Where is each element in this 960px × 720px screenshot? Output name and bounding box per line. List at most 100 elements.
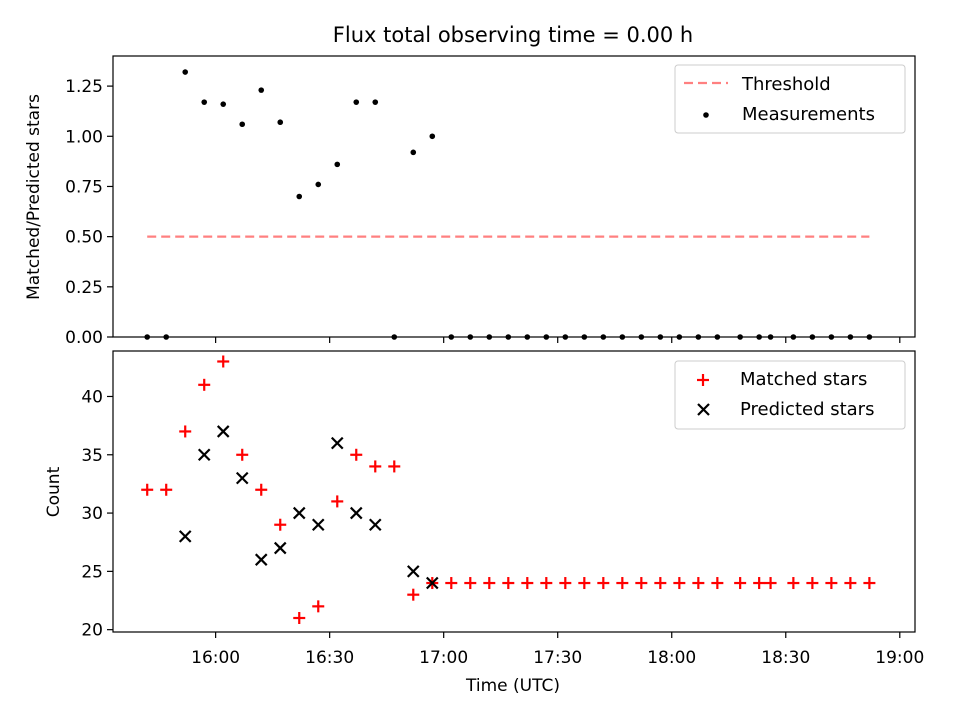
predicted-star-point xyxy=(330,436,344,450)
top-axes-frame xyxy=(112,55,916,338)
x-tick-label: 17:30 xyxy=(533,648,582,668)
bottom-panel: 20 25 30 35 40 16:00 16:30 17:00 17:30 18:00 18:3… xyxy=(44,350,924,696)
matched-star-point xyxy=(521,577,534,590)
top-panel: Flux total observing time = 0.00 h 0.000… xyxy=(24,23,916,348)
bottom-y-axis-label: Count xyxy=(44,466,64,517)
top-y-tick-label: 0.25 xyxy=(65,278,103,298)
measurement-point xyxy=(239,121,246,128)
measurement-point xyxy=(353,99,360,105)
matched-star-point xyxy=(863,577,876,590)
predicted-star-point xyxy=(426,576,439,590)
matched-star-point xyxy=(654,577,667,590)
measurement-point xyxy=(676,334,683,340)
matched-star-point xyxy=(312,600,325,613)
measurement-point xyxy=(296,193,303,200)
top-y-tick-label: 1.00 xyxy=(65,127,103,147)
matched-star-point xyxy=(711,577,724,590)
measurement-point xyxy=(657,334,664,340)
matched-star-point xyxy=(673,577,686,590)
predicted-star-point xyxy=(311,518,325,532)
predicted-star-point xyxy=(273,541,287,555)
bottom-legend-box xyxy=(674,360,906,430)
matched-star-point xyxy=(616,577,629,590)
matched-star-point xyxy=(578,577,591,590)
bottom-y-ticks: 20 25 30 35 40 xyxy=(81,387,113,641)
measurement-point xyxy=(714,334,721,340)
matched-star-point xyxy=(331,495,344,508)
top-y-tick-label: 0.00 xyxy=(65,328,103,348)
matched-star-point xyxy=(141,483,154,496)
top-y-ticks: 0.00 0.25 0.50 0.75 1.00 1.25 xyxy=(65,77,113,348)
predicted-star-point xyxy=(368,518,382,532)
top-legend: Threshold Measurements xyxy=(674,64,906,134)
legend-predicted-marker xyxy=(697,403,710,416)
measurement-point xyxy=(258,87,265,93)
matched-star-point xyxy=(734,577,747,590)
measurement-point xyxy=(790,334,797,340)
measurement-point xyxy=(828,334,835,340)
matched-star-point xyxy=(787,577,800,590)
measurement-point xyxy=(619,334,626,340)
legend-measurements-label: Measurements xyxy=(742,104,875,125)
matched-star-point xyxy=(464,577,477,590)
bottom-legend: Matched stars Predicted stars xyxy=(674,360,906,430)
top-y-tick-label: 1.25 xyxy=(65,77,103,97)
matched-star-point xyxy=(236,448,249,461)
measurement-point xyxy=(543,334,550,340)
matched-star-point xyxy=(255,483,268,496)
matched-star-point xyxy=(806,577,819,590)
predicted-star-point xyxy=(292,506,306,520)
legend-matched-marker xyxy=(697,374,709,386)
x-tick-label: 19:00 xyxy=(875,648,924,668)
matched-star-point xyxy=(388,460,401,473)
measurement-point xyxy=(847,334,854,340)
measurement-point xyxy=(448,334,455,340)
legend-matched-label: Matched stars xyxy=(740,369,867,390)
top-x-ticks xyxy=(215,337,901,343)
predicted-star-point xyxy=(235,471,249,485)
measurement-point xyxy=(315,181,322,188)
matched-star-point xyxy=(597,577,610,590)
matched-star-point xyxy=(502,577,515,590)
measurement-point xyxy=(756,334,762,340)
measurement-points xyxy=(144,69,873,340)
measurement-point xyxy=(562,334,569,340)
matched-star-point xyxy=(369,460,382,473)
measurement-point xyxy=(866,334,873,340)
x-tick-label: 17:00 xyxy=(419,648,468,668)
measurement-point xyxy=(277,119,284,126)
matched-star-point xyxy=(198,378,211,391)
matched-star-point xyxy=(540,577,553,590)
matched-star-point xyxy=(445,577,458,590)
matched-star-point xyxy=(293,612,306,625)
matched-star-point xyxy=(825,577,838,590)
bottom-y-tick-label: 25 xyxy=(81,562,103,582)
x-tick-label: 18:00 xyxy=(647,648,696,668)
top-y-tick-label: 0.50 xyxy=(65,228,103,248)
bottom-axes-frame xyxy=(112,350,916,633)
matched-star-point xyxy=(844,577,857,590)
x-tick-label: 16:30 xyxy=(305,648,354,668)
matched-star-point xyxy=(483,577,496,590)
measurement-point xyxy=(581,334,588,340)
count-points xyxy=(141,355,876,625)
measurement-point xyxy=(737,334,743,340)
matched-star-point xyxy=(217,355,230,368)
matched-star-point xyxy=(764,577,777,590)
predicted-star-point xyxy=(254,553,268,566)
measurement-point xyxy=(144,334,151,340)
bottom-y-tick-label: 30 xyxy=(81,504,103,524)
legend-predicted-label: Predicted stars xyxy=(740,399,874,420)
measurement-point xyxy=(600,334,607,340)
matched-star-point xyxy=(350,448,363,461)
measurement-point xyxy=(182,69,189,75)
predicted-star-point xyxy=(349,506,363,520)
top-y-tick-label: 0.75 xyxy=(65,177,103,197)
legend-threshold-label: Threshold xyxy=(741,74,831,95)
measurement-point xyxy=(638,334,645,340)
bottom-y-tick-label: 35 xyxy=(81,446,103,466)
legend-measurements-marker xyxy=(703,112,709,118)
top-y-axis-label: Matched/Predicted stars xyxy=(24,94,44,300)
matched-star-point xyxy=(559,577,572,590)
